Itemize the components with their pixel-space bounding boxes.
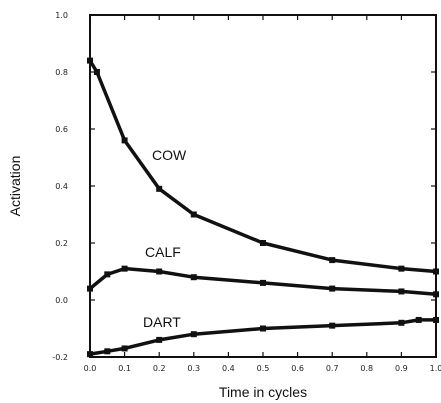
x-tick-label: 0.1 bbox=[118, 364, 131, 373]
series-label-cow: COW bbox=[152, 147, 187, 163]
x-tick-label: 1.0 bbox=[430, 364, 441, 373]
y-axis-title: Activation bbox=[7, 156, 23, 217]
y-tick-label: 0.2 bbox=[55, 239, 68, 248]
y-tick-label: 0.6 bbox=[55, 125, 68, 134]
data-point-cow bbox=[398, 265, 405, 272]
y-tick-label: 0.0 bbox=[55, 296, 68, 305]
series-markers bbox=[87, 57, 439, 358]
data-point-calf bbox=[104, 271, 111, 278]
y-tick-label: 0.8 bbox=[55, 68, 68, 77]
data-point-dart bbox=[156, 336, 163, 343]
x-tick-label: 0.2 bbox=[153, 364, 166, 373]
data-point-cow bbox=[156, 185, 163, 192]
data-point-calf bbox=[190, 274, 197, 281]
data-point-cow bbox=[329, 257, 336, 264]
plot-frame bbox=[89, 14, 437, 358]
y-tick-label: -0.2 bbox=[52, 353, 68, 362]
x-tick-label: 0.4 bbox=[222, 364, 235, 373]
series-label-dart: DART bbox=[143, 314, 181, 330]
x-tick-label: 0.8 bbox=[360, 364, 373, 373]
data-point-calf bbox=[398, 288, 405, 295]
data-point-dart bbox=[398, 319, 405, 326]
data-point-cow bbox=[190, 211, 197, 218]
data-point-dart bbox=[433, 316, 439, 323]
series-line-dart bbox=[88, 318, 438, 356]
series-lines bbox=[88, 58, 438, 356]
data-point-dart bbox=[260, 325, 266, 332]
x-axis-title: Time in cycles bbox=[219, 384, 307, 400]
data-point-calf bbox=[121, 265, 128, 272]
x-tick-label: 0.0 bbox=[84, 364, 97, 373]
y-tick-label: 1.0 bbox=[55, 11, 68, 20]
data-point-cow bbox=[260, 240, 266, 246]
x-tick-label: 0.7 bbox=[326, 364, 339, 373]
data-point-calf bbox=[329, 285, 336, 292]
data-point-calf bbox=[260, 279, 266, 286]
data-point-calf bbox=[87, 285, 93, 292]
data-point-dart bbox=[104, 348, 111, 355]
y-axis-ticks: -0.2 0.0 0.2 0.4 0.6 0.8 1.0 bbox=[52, 11, 436, 362]
x-tick-label: 0.5 bbox=[257, 364, 270, 373]
series-label-calf: CALF bbox=[145, 244, 181, 260]
data-point-cow bbox=[121, 137, 128, 144]
data-point-cow bbox=[93, 69, 100, 75]
data-point-calf bbox=[156, 268, 163, 275]
data-point-calf bbox=[433, 291, 439, 298]
data-point-dart bbox=[190, 331, 197, 338]
x-tick-label: 0.3 bbox=[187, 364, 200, 373]
x-tick-label: 0.9 bbox=[395, 364, 408, 373]
data-point-dart bbox=[415, 316, 422, 323]
data-point-dart bbox=[87, 351, 93, 358]
data-point-dart bbox=[121, 345, 128, 352]
series-line-cow bbox=[88, 58, 438, 274]
x-tick-label: 0.6 bbox=[291, 364, 304, 373]
x-axis-ticks: 0.0 0.1 0.2 0.3 0.4 0.5 0.6 0.7 0.8 0.9 1.0 bbox=[84, 15, 441, 373]
data-point-dart bbox=[329, 322, 336, 329]
data-point-cow bbox=[87, 57, 93, 64]
data-point-cow bbox=[433, 268, 439, 275]
y-tick-label: 0.4 bbox=[55, 182, 68, 191]
